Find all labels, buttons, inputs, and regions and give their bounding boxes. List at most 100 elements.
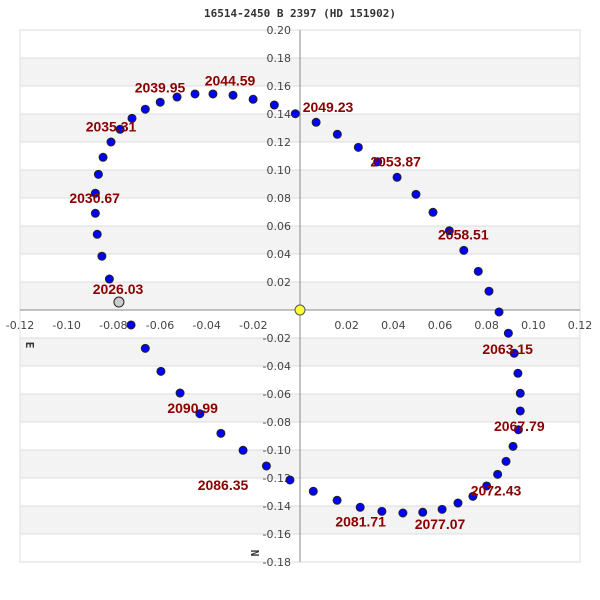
y-tick-label: -0.04 <box>263 360 291 373</box>
x-tick-label: 0.08 <box>474 319 499 332</box>
orbit-point <box>444 226 454 236</box>
orbit-point <box>373 157 383 167</box>
orbit-point <box>418 507 428 517</box>
x-tick-label: -0.02 <box>239 319 267 332</box>
orbit-point <box>332 129 342 139</box>
orbit-point <box>453 498 463 508</box>
orbit-point <box>311 117 321 127</box>
orbit-point <box>228 90 238 100</box>
orbit-point <box>473 266 483 276</box>
y-tick-label: -0.06 <box>263 388 291 401</box>
orbit-point <box>97 251 107 261</box>
observed-point <box>113 296 125 308</box>
orbit-point <box>156 366 166 376</box>
y-tick-label: -0.16 <box>263 528 291 541</box>
x-tick-label: 0.02 <box>334 319 359 332</box>
orbit-point <box>308 486 318 496</box>
orbit-point <box>285 475 295 485</box>
orbit-point <box>98 152 108 162</box>
orbit-point <box>392 172 402 182</box>
orbit-point <box>290 109 300 119</box>
east-label: E <box>23 342 36 349</box>
chart-title: 16514-2450 B 2397 (HD 151902) <box>204 7 396 20</box>
orbit-point <box>90 188 100 198</box>
orbit-point <box>216 428 226 438</box>
orbit-point <box>90 208 100 218</box>
orbit-point <box>377 506 387 516</box>
y-tick-label: 0.18 <box>267 52 292 65</box>
x-tick-label: -0.08 <box>99 319 127 332</box>
y-tick-label: 0.04 <box>267 248 292 261</box>
epoch-label: 2030.67 <box>69 190 120 206</box>
orbit-point <box>398 508 408 518</box>
epoch-label: 2072.43 <box>471 483 522 499</box>
epoch-label: 2044.59 <box>205 72 256 88</box>
epoch-label: 2026.03 <box>93 281 144 297</box>
x-tick-label: 0.06 <box>428 319 453 332</box>
orbit-point <box>104 274 114 284</box>
epoch-label: 2049.23 <box>303 99 354 115</box>
x-tick-label: -0.12 <box>6 319 34 332</box>
orbit-point <box>501 456 511 466</box>
orbit-point <box>106 137 116 147</box>
orbit-point <box>355 502 365 512</box>
orbit-point <box>513 425 523 435</box>
orbit-point <box>190 89 200 99</box>
epoch-label: 2090.99 <box>167 400 218 416</box>
x-tick-label: -0.06 <box>146 319 174 332</box>
orbit-point <box>428 207 438 217</box>
orbit-point <box>127 113 137 123</box>
orbit-point <box>155 97 165 107</box>
north-label: N <box>248 550 261 557</box>
epoch-label: 2039.95 <box>135 79 186 95</box>
y-tick-label: -0.10 <box>263 444 291 457</box>
epoch-label: 2058.51 <box>438 226 489 242</box>
epoch-label: 2063.15 <box>482 341 533 357</box>
orbit-point <box>332 495 342 505</box>
orbit-point <box>411 189 421 199</box>
orbit-point <box>140 343 150 353</box>
orbit-point <box>175 388 185 398</box>
epoch-label: 2053.87 <box>370 154 421 170</box>
y-tick-label: -0.02 <box>263 332 291 345</box>
orbit-point <box>248 94 258 104</box>
orbit-point <box>482 481 492 491</box>
epoch-label: 2086.35 <box>198 477 249 493</box>
orbit-point <box>172 92 182 102</box>
orbit-point <box>126 320 136 330</box>
y-tick-label: 0.20 <box>267 24 292 37</box>
y-tick-label: -0.12 <box>263 472 291 485</box>
y-tick-label: -0.18 <box>263 556 291 569</box>
orbit-point <box>484 286 494 296</box>
y-tick-label: 0.12 <box>267 136 292 149</box>
orbit-point <box>140 104 150 114</box>
y-tick-label: 0.16 <box>267 80 292 93</box>
orbit-point <box>208 89 218 99</box>
y-tick-label: 0.10 <box>267 164 292 177</box>
orbit-point <box>515 406 525 416</box>
orbit-point <box>515 388 525 398</box>
epoch-label: 2077.07 <box>415 516 466 532</box>
orbit-point <box>92 229 102 239</box>
orbit-point <box>468 491 478 501</box>
epoch-label: 2081.71 <box>335 513 386 529</box>
primary-star <box>294 304 306 316</box>
orbit-point <box>238 445 248 455</box>
epoch-label: 2067.79 <box>494 418 545 434</box>
epoch-label: 2035.31 <box>86 119 137 135</box>
x-tick-label: 0.10 <box>521 319 546 332</box>
orbit-point <box>503 328 513 338</box>
y-tick-label: -0.08 <box>263 416 291 429</box>
orbit-point <box>93 169 103 179</box>
y-tick-label: 0.06 <box>267 220 292 233</box>
orbit-point <box>353 142 363 152</box>
orbit-point <box>115 124 125 134</box>
orbit-point <box>261 461 271 471</box>
x-tick-label: -0.10 <box>52 319 80 332</box>
y-tick-label: 0.14 <box>267 108 292 121</box>
y-tick-label: 0.02 <box>267 276 292 289</box>
x-tick-label: -0.04 <box>192 319 220 332</box>
orbit-point <box>269 100 279 110</box>
y-tick-label: 0.08 <box>267 192 292 205</box>
